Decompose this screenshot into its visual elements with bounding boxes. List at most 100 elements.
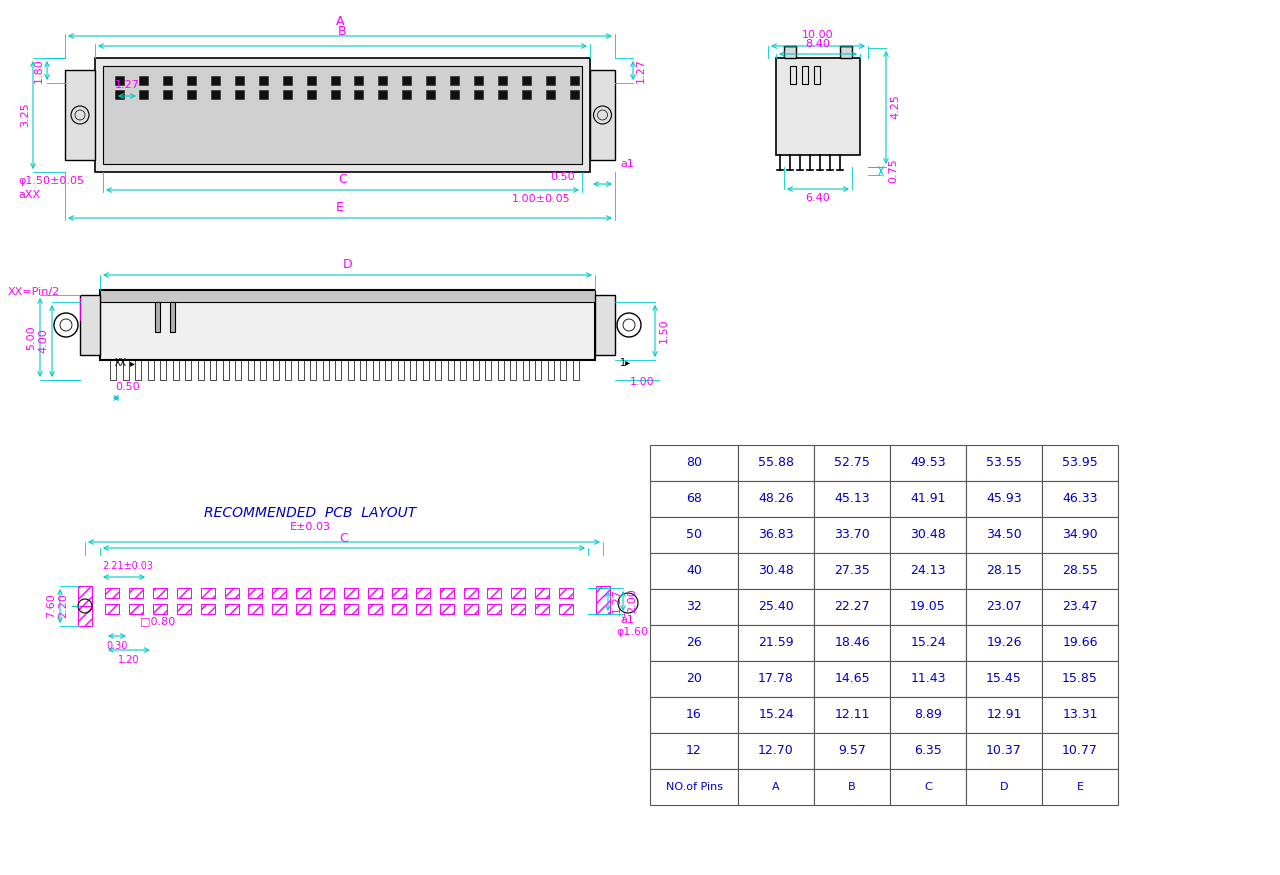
Text: 15.45: 15.45: [986, 673, 1021, 685]
Bar: [330, 90, 339, 99]
Bar: [590, 70, 614, 160]
Bar: [650, 769, 739, 805]
Text: 1.00: 1.00: [630, 377, 654, 387]
Bar: [355, 76, 364, 85]
Bar: [78, 586, 92, 606]
Bar: [152, 604, 166, 614]
Text: 17.78: 17.78: [758, 673, 794, 685]
Bar: [283, 76, 292, 85]
Bar: [197, 360, 204, 380]
Bar: [379, 76, 388, 85]
Text: 55.88: 55.88: [758, 457, 794, 470]
Text: 2.20: 2.20: [58, 593, 68, 619]
Bar: [572, 360, 579, 380]
Text: a1: a1: [620, 615, 634, 625]
Text: 1.27: 1.27: [612, 589, 622, 613]
Bar: [535, 604, 549, 614]
Bar: [1042, 769, 1117, 805]
Bar: [201, 588, 215, 598]
Bar: [1042, 517, 1117, 553]
Bar: [547, 76, 556, 85]
Bar: [814, 445, 890, 481]
Text: 12.70: 12.70: [758, 745, 794, 758]
Bar: [360, 360, 366, 380]
Bar: [170, 302, 175, 332]
Text: E: E: [1076, 782, 1083, 792]
Bar: [344, 588, 358, 598]
Bar: [439, 588, 453, 598]
Bar: [187, 76, 196, 85]
Bar: [95, 58, 590, 172]
Bar: [330, 76, 339, 85]
Bar: [1042, 625, 1117, 661]
Text: A: A: [335, 15, 344, 28]
Bar: [320, 604, 334, 614]
Text: 48.26: 48.26: [758, 493, 794, 506]
Bar: [398, 360, 403, 380]
Bar: [210, 360, 216, 380]
Bar: [110, 360, 116, 380]
Text: RECOMMENDED  PCB  LAYOUT: RECOMMENDED PCB LAYOUT: [204, 506, 416, 520]
Bar: [320, 588, 334, 598]
Bar: [297, 360, 303, 380]
Bar: [890, 517, 966, 553]
Bar: [498, 360, 503, 380]
Text: 24.13: 24.13: [910, 564, 946, 578]
Bar: [439, 604, 453, 614]
Text: E: E: [337, 201, 344, 214]
Text: □0.80: □0.80: [140, 616, 175, 626]
Bar: [177, 604, 191, 614]
Bar: [890, 589, 966, 625]
Text: 13.31: 13.31: [1062, 709, 1098, 722]
Text: 21.59: 21.59: [758, 636, 794, 649]
Bar: [248, 604, 262, 614]
Bar: [814, 697, 890, 733]
Text: D: D: [1000, 782, 1009, 792]
Bar: [402, 76, 411, 85]
Bar: [259, 90, 268, 99]
Bar: [650, 553, 739, 589]
Bar: [570, 76, 579, 85]
Text: C: C: [924, 782, 932, 792]
Bar: [211, 76, 220, 85]
Bar: [890, 445, 966, 481]
Bar: [379, 90, 388, 99]
Bar: [186, 360, 191, 380]
Text: 27.35: 27.35: [835, 564, 870, 578]
Text: XX: XX: [115, 358, 127, 368]
Bar: [201, 604, 215, 614]
Bar: [392, 588, 406, 598]
Bar: [448, 360, 453, 380]
Bar: [367, 604, 381, 614]
Text: 53.95: 53.95: [1062, 457, 1098, 470]
Text: 25.40: 25.40: [758, 600, 794, 613]
Bar: [100, 290, 595, 302]
Bar: [410, 360, 416, 380]
Text: 19.26: 19.26: [987, 636, 1021, 649]
Bar: [595, 295, 614, 355]
Bar: [385, 360, 390, 380]
Bar: [966, 589, 1042, 625]
Bar: [163, 76, 172, 85]
Bar: [739, 445, 814, 481]
Bar: [522, 360, 529, 380]
Bar: [596, 586, 611, 614]
Text: 26: 26: [686, 636, 701, 649]
Bar: [224, 588, 238, 598]
Bar: [472, 360, 479, 380]
Bar: [739, 517, 814, 553]
Text: 8.40: 8.40: [805, 39, 831, 49]
Bar: [392, 604, 406, 614]
Bar: [173, 360, 178, 380]
Text: 41.91: 41.91: [910, 493, 946, 506]
Text: NO.of Pins: NO.of Pins: [666, 782, 722, 792]
Bar: [307, 90, 316, 99]
Bar: [783, 46, 796, 58]
Text: 1.80: 1.80: [35, 58, 44, 83]
Bar: [416, 604, 430, 614]
Text: 10.77: 10.77: [1062, 745, 1098, 758]
Text: 30.48: 30.48: [758, 564, 794, 578]
Text: 2.00: 2.00: [627, 589, 637, 613]
Bar: [1042, 733, 1117, 769]
Text: 1.50: 1.50: [659, 318, 669, 343]
